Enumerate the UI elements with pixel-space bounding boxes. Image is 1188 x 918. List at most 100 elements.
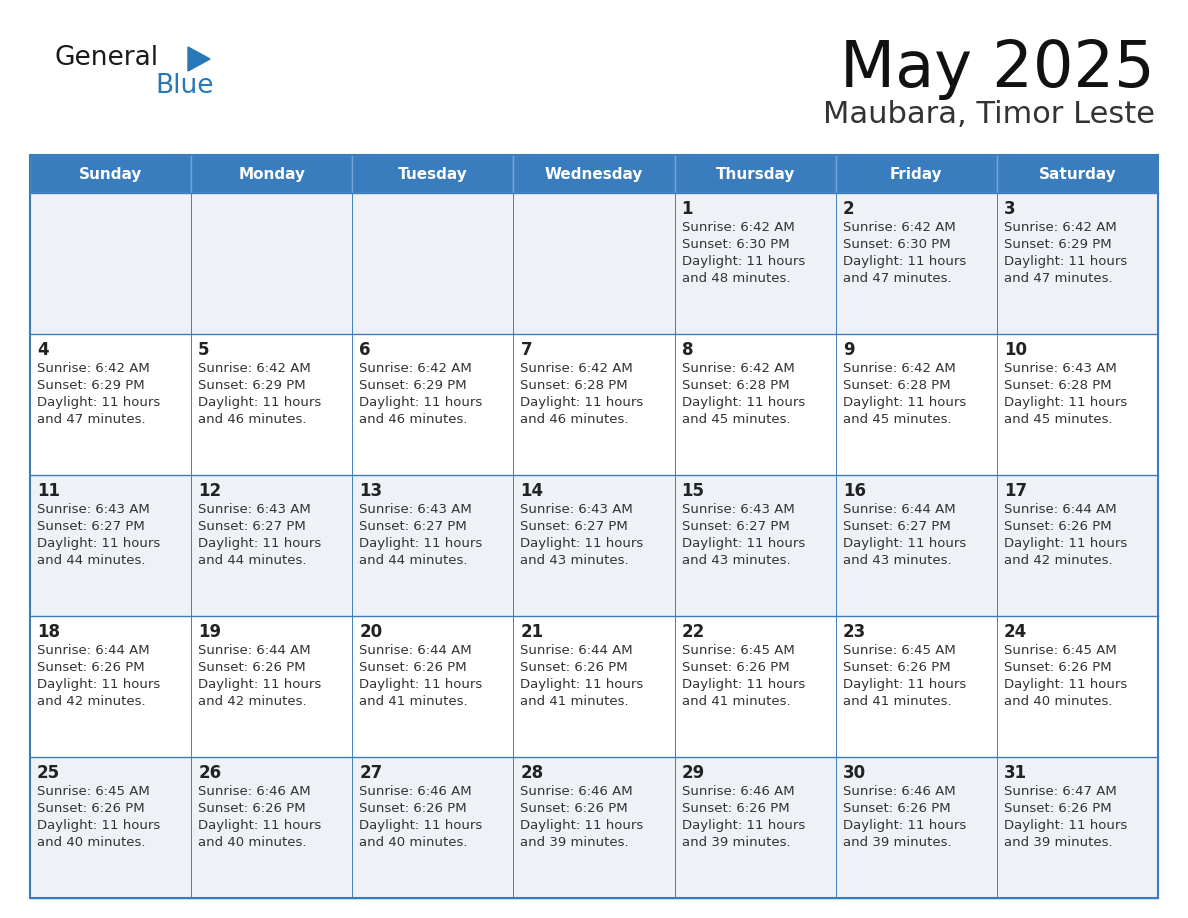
Text: Sunrise: 6:46 AM: Sunrise: 6:46 AM	[198, 785, 311, 798]
Text: Sunset: 6:27 PM: Sunset: 6:27 PM	[682, 520, 789, 533]
Text: Sunrise: 6:43 AM: Sunrise: 6:43 AM	[198, 503, 311, 516]
Text: Daylight: 11 hours: Daylight: 11 hours	[842, 678, 966, 691]
Text: Sunset: 6:27 PM: Sunset: 6:27 PM	[37, 520, 145, 533]
Bar	[513, 155, 675, 193]
Bar	[353, 193, 513, 334]
Text: Sunset: 6:26 PM: Sunset: 6:26 PM	[198, 802, 305, 815]
Text: and 44 minutes.: and 44 minutes.	[37, 554, 145, 567]
Text: 5: 5	[198, 341, 209, 359]
Text: 24: 24	[1004, 623, 1028, 641]
Text: Sunrise: 6:46 AM: Sunrise: 6:46 AM	[359, 785, 472, 798]
Text: Daylight: 11 hours: Daylight: 11 hours	[520, 678, 644, 691]
Text: Sunset: 6:26 PM: Sunset: 6:26 PM	[37, 802, 145, 815]
Text: General: General	[55, 45, 159, 71]
Text: Daylight: 11 hours: Daylight: 11 hours	[520, 537, 644, 550]
Text: and 47 minutes.: and 47 minutes.	[842, 272, 952, 285]
Text: Daylight: 11 hours: Daylight: 11 hours	[359, 678, 482, 691]
Text: 23: 23	[842, 623, 866, 641]
Text: Sunrise: 6:42 AM: Sunrise: 6:42 AM	[1004, 221, 1117, 234]
Text: Sunrise: 6:44 AM: Sunrise: 6:44 AM	[520, 644, 633, 657]
Text: and 46 minutes.: and 46 minutes.	[359, 413, 468, 426]
Text: Daylight: 11 hours: Daylight: 11 hours	[359, 396, 482, 409]
Bar	[835, 155, 997, 193]
Text: 26: 26	[198, 764, 221, 782]
Polygon shape	[188, 47, 210, 71]
Bar	[835, 757, 997, 898]
Text: and 43 minutes.: and 43 minutes.	[682, 554, 790, 567]
Bar	[675, 757, 835, 898]
Text: May 2025: May 2025	[840, 38, 1155, 100]
Text: 12: 12	[198, 482, 221, 500]
Text: 4: 4	[37, 341, 49, 359]
Bar	[835, 334, 997, 475]
Text: Sunset: 6:26 PM: Sunset: 6:26 PM	[520, 661, 628, 674]
Text: 17: 17	[1004, 482, 1026, 500]
Text: Sunset: 6:28 PM: Sunset: 6:28 PM	[842, 379, 950, 392]
Text: and 41 minutes.: and 41 minutes.	[359, 695, 468, 708]
Text: 25: 25	[37, 764, 61, 782]
Bar	[997, 475, 1158, 616]
Text: Daylight: 11 hours: Daylight: 11 hours	[359, 537, 482, 550]
Text: 10: 10	[1004, 341, 1026, 359]
Text: 18: 18	[37, 623, 61, 641]
Text: Daylight: 11 hours: Daylight: 11 hours	[37, 537, 160, 550]
Text: Daylight: 11 hours: Daylight: 11 hours	[198, 396, 322, 409]
Text: Sunrise: 6:43 AM: Sunrise: 6:43 AM	[359, 503, 472, 516]
Bar	[513, 475, 675, 616]
Text: Sunset: 6:26 PM: Sunset: 6:26 PM	[198, 661, 305, 674]
Text: Sunrise: 6:46 AM: Sunrise: 6:46 AM	[682, 785, 795, 798]
Bar	[997, 193, 1158, 334]
Text: Sunset: 6:27 PM: Sunset: 6:27 PM	[520, 520, 628, 533]
Text: Sunrise: 6:42 AM: Sunrise: 6:42 AM	[842, 221, 955, 234]
Text: and 39 minutes.: and 39 minutes.	[682, 836, 790, 849]
Text: Sunrise: 6:43 AM: Sunrise: 6:43 AM	[1004, 362, 1117, 375]
Text: Sunset: 6:28 PM: Sunset: 6:28 PM	[1004, 379, 1112, 392]
Text: Sunset: 6:30 PM: Sunset: 6:30 PM	[842, 238, 950, 251]
Bar	[191, 757, 353, 898]
Bar	[30, 757, 191, 898]
Text: Sunrise: 6:44 AM: Sunrise: 6:44 AM	[359, 644, 472, 657]
Text: 9: 9	[842, 341, 854, 359]
Text: Daylight: 11 hours: Daylight: 11 hours	[198, 678, 322, 691]
Text: Sunrise: 6:44 AM: Sunrise: 6:44 AM	[1004, 503, 1117, 516]
Bar	[191, 475, 353, 616]
Text: and 41 minutes.: and 41 minutes.	[520, 695, 630, 708]
Text: 16: 16	[842, 482, 866, 500]
Text: Tuesday: Tuesday	[398, 166, 468, 182]
Text: Daylight: 11 hours: Daylight: 11 hours	[1004, 255, 1127, 268]
Text: Sunset: 6:26 PM: Sunset: 6:26 PM	[1004, 661, 1112, 674]
Text: Sunrise: 6:43 AM: Sunrise: 6:43 AM	[682, 503, 795, 516]
Bar	[191, 616, 353, 757]
Bar	[997, 155, 1158, 193]
Text: Daylight: 11 hours: Daylight: 11 hours	[37, 396, 160, 409]
Text: and 39 minutes.: and 39 minutes.	[520, 836, 630, 849]
Text: 20: 20	[359, 623, 383, 641]
Text: and 42 minutes.: and 42 minutes.	[198, 695, 307, 708]
Text: 28: 28	[520, 764, 544, 782]
Text: Sunset: 6:26 PM: Sunset: 6:26 PM	[682, 661, 789, 674]
Text: Sunset: 6:27 PM: Sunset: 6:27 PM	[198, 520, 305, 533]
Bar	[675, 193, 835, 334]
Text: Sunrise: 6:43 AM: Sunrise: 6:43 AM	[37, 503, 150, 516]
Text: 7: 7	[520, 341, 532, 359]
Text: and 40 minutes.: and 40 minutes.	[359, 836, 468, 849]
Text: Daylight: 11 hours: Daylight: 11 hours	[842, 396, 966, 409]
Text: and 42 minutes.: and 42 minutes.	[37, 695, 146, 708]
Text: Sunset: 6:29 PM: Sunset: 6:29 PM	[37, 379, 145, 392]
Text: Daylight: 11 hours: Daylight: 11 hours	[359, 819, 482, 832]
Text: and 41 minutes.: and 41 minutes.	[842, 695, 952, 708]
Text: 31: 31	[1004, 764, 1026, 782]
Text: Daylight: 11 hours: Daylight: 11 hours	[682, 819, 804, 832]
Text: Sunrise: 6:42 AM: Sunrise: 6:42 AM	[682, 221, 795, 234]
Bar	[835, 475, 997, 616]
Text: Daylight: 11 hours: Daylight: 11 hours	[198, 819, 322, 832]
Bar	[513, 757, 675, 898]
Text: Monday: Monday	[239, 166, 305, 182]
Text: and 41 minutes.: and 41 minutes.	[682, 695, 790, 708]
Bar	[353, 334, 513, 475]
Bar	[191, 155, 353, 193]
Text: Sunset: 6:26 PM: Sunset: 6:26 PM	[359, 661, 467, 674]
Text: Sunrise: 6:45 AM: Sunrise: 6:45 AM	[1004, 644, 1117, 657]
Text: Friday: Friday	[890, 166, 942, 182]
Text: Sunset: 6:26 PM: Sunset: 6:26 PM	[520, 802, 628, 815]
